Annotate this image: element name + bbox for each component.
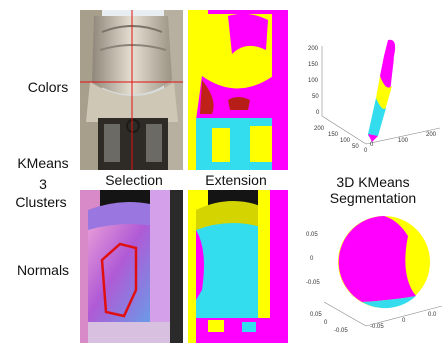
y-tick: 0.0 bbox=[428, 312, 437, 318]
normals-selection-image bbox=[80, 190, 183, 343]
colors-extension-image bbox=[188, 10, 288, 170]
x-tick: 150 bbox=[328, 132, 339, 138]
row-label-k-count: 3 bbox=[39, 176, 47, 192]
x-tick: 50 bbox=[352, 144, 359, 150]
y-tick: 100 bbox=[398, 138, 409, 144]
y-tick: -0.05 bbox=[370, 324, 384, 330]
z-tick: 0 bbox=[310, 256, 314, 262]
row-label-clusters: Clusters bbox=[15, 194, 67, 210]
photo-colors-selection bbox=[80, 10, 183, 170]
col-label-selection: Selection bbox=[105, 172, 163, 188]
z-tick: 200 bbox=[308, 46, 319, 52]
x-tick: 0 bbox=[324, 320, 328, 326]
plot-3d-normals: 0.05 0 -0.05 0.05 0 -0.05 -0.05 0 0.0 bbox=[304, 206, 444, 343]
x-tick: 100 bbox=[340, 138, 351, 144]
x-tick: 0 bbox=[364, 148, 368, 154]
y-tick: 0 bbox=[370, 142, 374, 148]
row-label-normals: Normals bbox=[16, 262, 70, 278]
x-tick: 200 bbox=[314, 126, 325, 132]
y-tick: 0 bbox=[402, 318, 406, 324]
seg-title-line2: Segmentation bbox=[329, 190, 417, 206]
z-tick: 50 bbox=[312, 94, 319, 100]
plot-3d-colors: 200 150 100 50 0 200 150 100 50 0 0 100 … bbox=[306, 36, 444, 154]
x-tick: 0.05 bbox=[310, 312, 322, 318]
z-tick: 0 bbox=[316, 110, 320, 116]
row-label-kmeans: KMeans bbox=[17, 155, 69, 171]
z-tick: 100 bbox=[308, 78, 319, 84]
x-tick: -0.05 bbox=[334, 328, 348, 334]
z-tick: 150 bbox=[308, 62, 319, 68]
row-label-colors: Colors bbox=[27, 79, 69, 95]
z-tick: 0.05 bbox=[306, 232, 318, 238]
y-tick: 200 bbox=[426, 132, 437, 138]
z-tick: -0.05 bbox=[306, 280, 320, 286]
seg-title-line1: 3D KMeans bbox=[336, 174, 410, 190]
normals-extension-image bbox=[188, 190, 288, 343]
col-label-extension: Extension bbox=[205, 172, 267, 188]
